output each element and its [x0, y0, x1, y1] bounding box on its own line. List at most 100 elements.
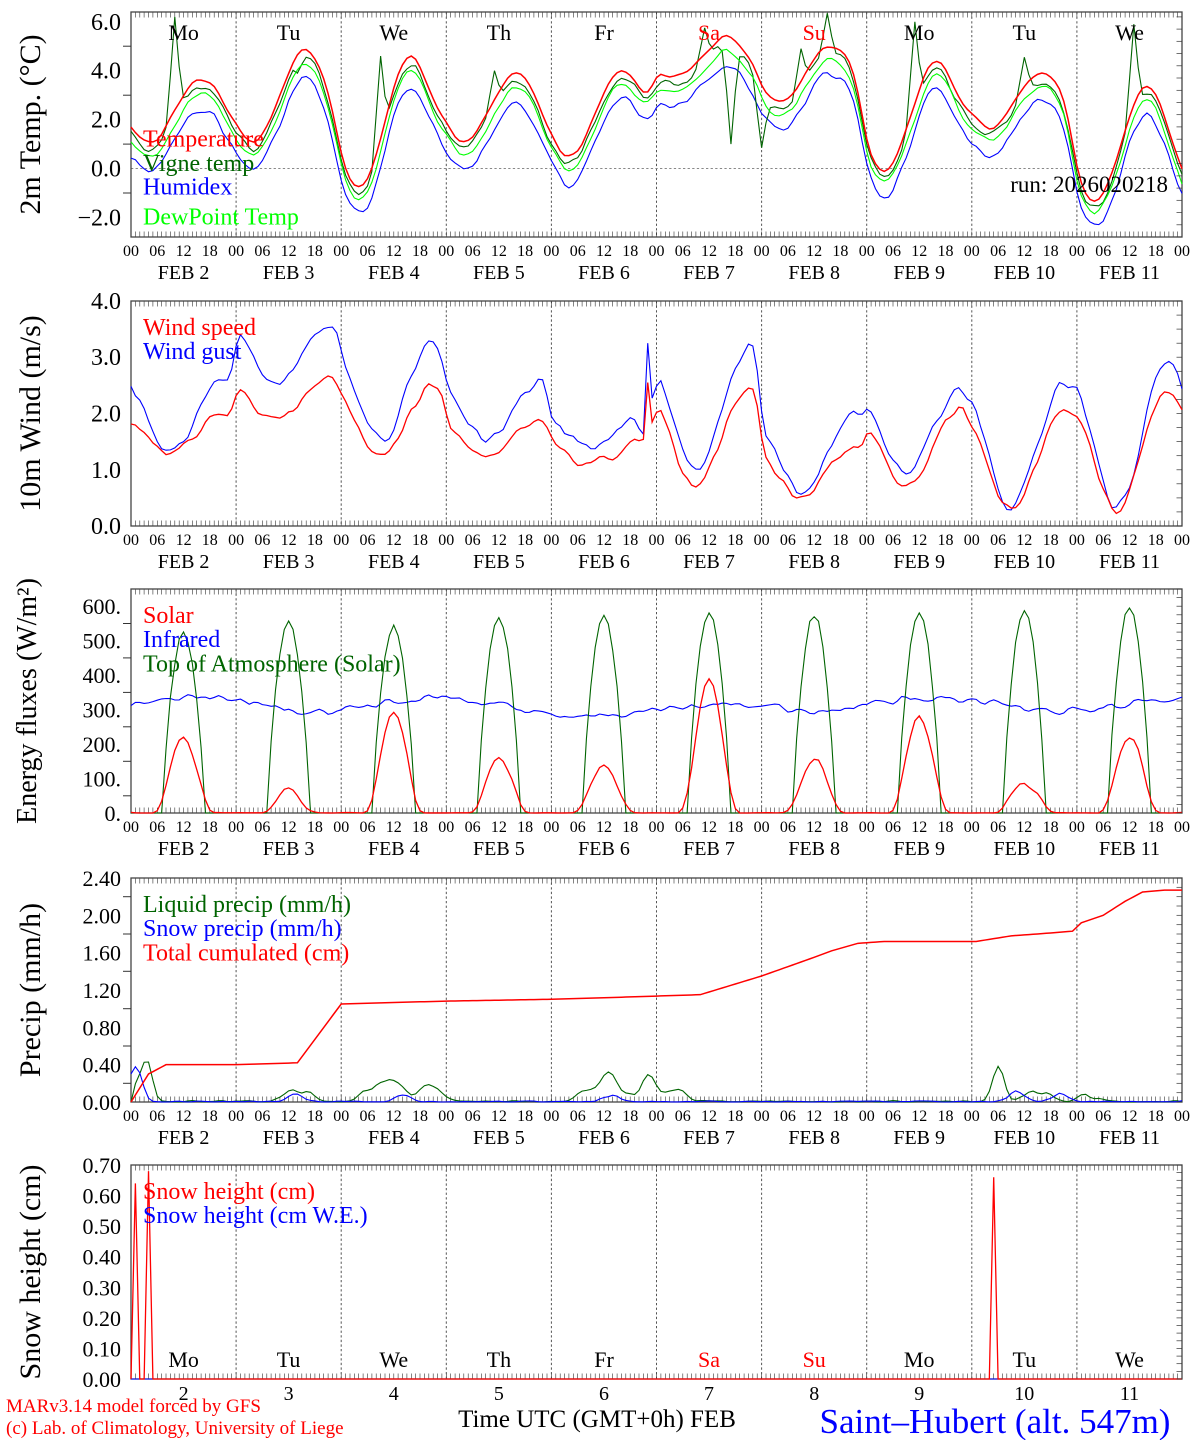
- svg-text:FEB 10: FEB 10: [993, 262, 1055, 284]
- svg-text:00: 00: [859, 243, 875, 260]
- svg-text:2.0: 2.0: [91, 402, 121, 428]
- svg-text:12: 12: [491, 1108, 507, 1125]
- svg-text:00: 00: [438, 243, 454, 260]
- svg-text:00: 00: [964, 819, 980, 836]
- svg-text:06: 06: [360, 243, 376, 260]
- svg-text:Th: Th: [487, 20, 511, 45]
- svg-text:00: 00: [438, 819, 454, 836]
- svg-text:FEB 2: FEB 2: [158, 262, 210, 284]
- svg-text:Th: Th: [487, 1347, 511, 1372]
- svg-text:18: 18: [938, 243, 954, 260]
- svg-text:0.00: 0.00: [83, 1090, 122, 1115]
- svg-text:Saint–Hubert (alt. 547m): Saint–Hubert (alt. 547m): [820, 1402, 1171, 1440]
- svg-text:2.00: 2.00: [83, 903, 122, 928]
- svg-text:18: 18: [1148, 819, 1164, 836]
- svg-text:12: 12: [806, 819, 822, 836]
- svg-text:06: 06: [780, 243, 796, 260]
- svg-text:18: 18: [622, 819, 638, 836]
- svg-text:06: 06: [149, 819, 165, 836]
- svg-text:FEB 4: FEB 4: [368, 838, 420, 860]
- svg-text:06: 06: [885, 243, 901, 260]
- svg-text:12: 12: [1122, 819, 1138, 836]
- svg-text:00: 00: [123, 243, 139, 260]
- svg-text:12: 12: [176, 819, 192, 836]
- svg-text:00: 00: [754, 1108, 770, 1125]
- svg-text:FEB 9: FEB 9: [893, 262, 945, 284]
- svg-text:00: 00: [1069, 819, 1085, 836]
- svg-text:600.: 600.: [83, 594, 122, 619]
- svg-text:FEB 11: FEB 11: [1099, 262, 1160, 284]
- svg-text:Fr: Fr: [594, 1347, 614, 1372]
- svg-text:500.: 500.: [83, 629, 122, 654]
- svg-text:FEB 5: FEB 5: [473, 551, 525, 573]
- svg-text:Mo: Mo: [168, 1347, 199, 1372]
- svg-text:FEB 7: FEB 7: [683, 1127, 735, 1149]
- svg-text:FEB 10: FEB 10: [993, 838, 1055, 860]
- svg-text:06: 06: [1095, 532, 1111, 549]
- svg-text:00: 00: [228, 532, 244, 549]
- svg-text:06: 06: [570, 532, 586, 549]
- svg-text:06: 06: [675, 243, 691, 260]
- svg-text:Snow height (cm): Snow height (cm): [14, 1165, 47, 1380]
- svg-text:18: 18: [307, 1108, 323, 1125]
- svg-text:12: 12: [1122, 532, 1138, 549]
- svg-text:06: 06: [780, 532, 796, 549]
- svg-text:FEB 8: FEB 8: [788, 838, 840, 860]
- svg-text:06: 06: [885, 819, 901, 836]
- svg-text:12: 12: [176, 243, 192, 260]
- svg-text:Wind gust: Wind gust: [143, 339, 242, 365]
- svg-text:00: 00: [859, 1108, 875, 1125]
- svg-text:3: 3: [284, 1383, 294, 1405]
- svg-text:00: 00: [543, 532, 559, 549]
- svg-text:06: 06: [570, 819, 586, 836]
- svg-text:12: 12: [1016, 243, 1032, 260]
- svg-text:2m Temp. (°C): 2m Temp. (°C): [14, 34, 47, 214]
- svg-text:Solar: Solar: [143, 603, 194, 629]
- svg-text:FEB 6: FEB 6: [578, 1127, 630, 1149]
- svg-text:00: 00: [228, 819, 244, 836]
- svg-text:00: 00: [1174, 243, 1190, 260]
- svg-text:00: 00: [228, 1108, 244, 1125]
- svg-text:18: 18: [307, 819, 323, 836]
- svg-text:12: 12: [1016, 532, 1032, 549]
- svg-text:FEB 5: FEB 5: [473, 1127, 525, 1149]
- svg-text:0.10: 0.10: [83, 1336, 122, 1361]
- svg-text:06: 06: [149, 243, 165, 260]
- svg-text:00: 00: [543, 243, 559, 260]
- svg-text:200.: 200.: [83, 732, 122, 757]
- svg-text:12: 12: [386, 819, 402, 836]
- svg-text:0.20: 0.20: [83, 1306, 122, 1331]
- svg-text:12: 12: [701, 243, 717, 260]
- svg-text:FEB 9: FEB 9: [893, 551, 945, 573]
- svg-text:18: 18: [938, 532, 954, 549]
- svg-text:00: 00: [754, 243, 770, 260]
- svg-text:18: 18: [622, 243, 638, 260]
- svg-text:00: 00: [964, 532, 980, 549]
- svg-text:FEB 8: FEB 8: [788, 262, 840, 284]
- svg-text:18: 18: [727, 243, 743, 260]
- svg-text:Vigne temp: Vigne temp: [143, 151, 254, 177]
- svg-text:300.: 300.: [83, 698, 122, 723]
- svg-text:12: 12: [911, 1108, 927, 1125]
- svg-text:06: 06: [254, 243, 270, 260]
- svg-text:06: 06: [990, 243, 1006, 260]
- svg-text:FEB 7: FEB 7: [683, 551, 735, 573]
- svg-text:18: 18: [1043, 243, 1059, 260]
- svg-text:00: 00: [754, 819, 770, 836]
- svg-text:0.80: 0.80: [83, 1015, 122, 1040]
- svg-text:0.0: 0.0: [91, 157, 121, 183]
- svg-text:06: 06: [675, 819, 691, 836]
- svg-text:18: 18: [307, 243, 323, 260]
- svg-text:06: 06: [780, 819, 796, 836]
- svg-text:Mo: Mo: [904, 1347, 935, 1372]
- svg-text:100.: 100.: [83, 767, 122, 792]
- svg-text:18: 18: [622, 1108, 638, 1125]
- svg-text:00: 00: [1174, 532, 1190, 549]
- svg-text:Time UTC (GMT+0h) FEB: Time UTC (GMT+0h) FEB: [458, 1406, 736, 1433]
- svg-text:18: 18: [202, 1108, 218, 1125]
- svg-text:18: 18: [307, 532, 323, 549]
- svg-text:12: 12: [701, 532, 717, 549]
- svg-text:06: 06: [465, 819, 481, 836]
- svg-text:Top of Atmosphere (Solar): Top of Atmosphere (Solar): [143, 651, 401, 677]
- svg-text:18: 18: [727, 532, 743, 549]
